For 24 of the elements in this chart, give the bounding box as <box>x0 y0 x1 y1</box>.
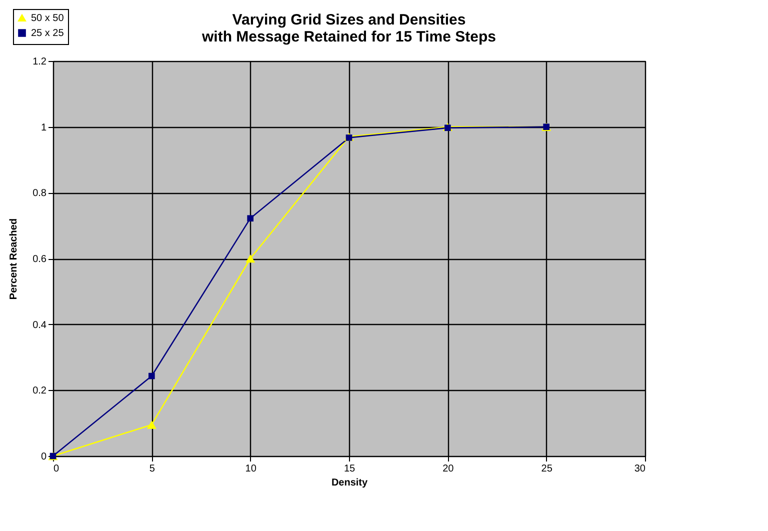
x-tick-label: 15 <box>344 464 356 474</box>
text: with Message Retained for 15 Time Steps <box>202 28 496 46</box>
x-tick-label: 25 <box>541 464 553 474</box>
y-axis-title: Percent Reached <box>8 218 20 300</box>
point <box>246 254 256 263</box>
y-tick-label: 0 <box>40 452 47 462</box>
point <box>247 215 254 222</box>
legend-label: 50 x 50 <box>31 13 64 24</box>
y-tick-label: 1 <box>40 122 47 134</box>
x-tick-label: 10 <box>245 464 257 474</box>
x-tick-label: 30 <box>634 464 646 474</box>
x-axis-title: Density <box>331 478 368 488</box>
x-tick-label: 5 <box>149 464 156 474</box>
y-tick-label: 0.8 <box>32 188 47 200</box>
text: Varying Grid Sizes and Densities <box>232 12 466 28</box>
x-tick-label: 20 <box>442 464 454 474</box>
legend-label: 25 x 25 <box>31 28 64 39</box>
y-tick-label: 0.4 <box>32 320 47 331</box>
y-tick-label: 0.6 <box>32 254 47 265</box>
point <box>146 420 156 429</box>
y-tick-label: 0.2 <box>32 386 47 397</box>
y-tick-label: 1.2 <box>32 56 47 68</box>
x-tick-label: 0 <box>54 464 60 474</box>
point <box>148 372 155 380</box>
